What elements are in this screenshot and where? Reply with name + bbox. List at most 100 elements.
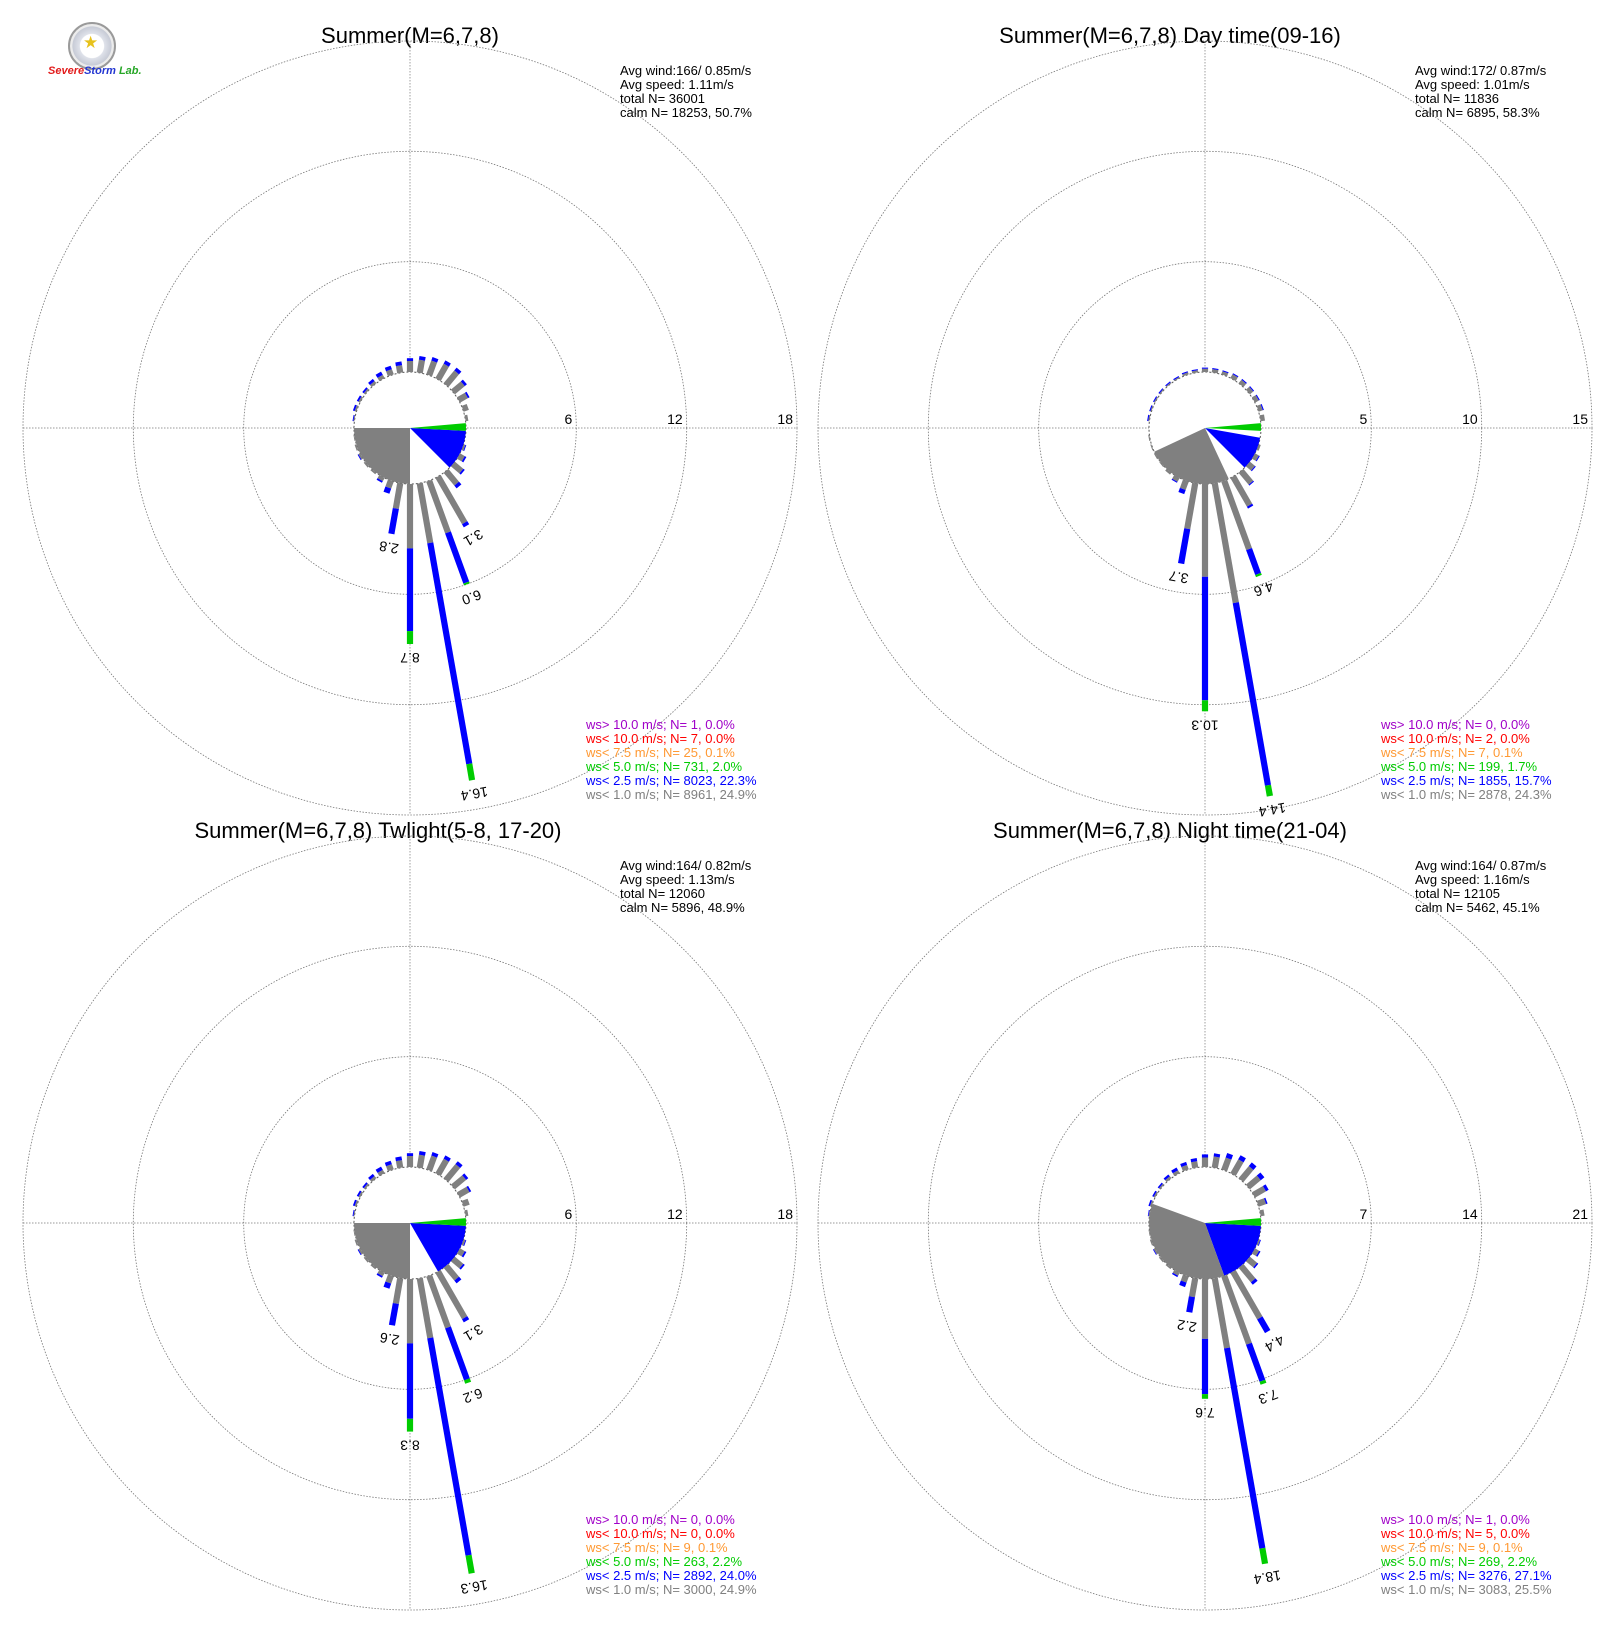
bar-gray-segment	[1159, 388, 1165, 395]
legend-entry: ws> 10.0 m/s; N= 1, 0.0%	[585, 717, 735, 732]
stats-line: total N= 11836	[1415, 91, 1499, 106]
bar-value-label: 2.2	[1176, 1316, 1198, 1335]
bar-green-segment	[466, 763, 476, 781]
bar-value-label: 10.3	[1191, 717, 1218, 733]
bar-blue-segment	[1171, 478, 1178, 483]
bar-green-segment	[1201, 1394, 1209, 1399]
bar-gray-segment	[1256, 1198, 1267, 1207]
bar-green-segment	[1264, 784, 1273, 797]
calm-wedge	[1205, 423, 1261, 431]
bar-gray-segment	[406, 1156, 414, 1167]
ring-tick-label: 14	[1462, 1206, 1478, 1222]
bar-blue-segment	[1264, 1197, 1268, 1205]
bar-value-label: 3.7	[1168, 568, 1190, 587]
bar-blue-segment	[1253, 1262, 1259, 1269]
bar-gray-segment	[456, 1248, 465, 1257]
bar-gray-segment	[1230, 474, 1253, 507]
bar-gray-segment	[406, 1279, 414, 1344]
bar-gray-segment	[456, 453, 465, 462]
bar-blue-segment	[1153, 396, 1158, 403]
bar-gray-segment	[1172, 1170, 1180, 1177]
bar-gray-segment	[1211, 1277, 1231, 1349]
bar-gray-segment	[416, 482, 434, 544]
bar-gray-segment	[1251, 453, 1259, 461]
bar-gray-segment	[1230, 1269, 1263, 1320]
panel-title: Summer(M=6,7,8)	[321, 23, 499, 48]
legend-entry: ws< 10.0 m/s; N= 5, 0.0%	[1380, 1526, 1530, 1541]
bar-gray-segment	[370, 468, 377, 475]
bar-blue-segment	[443, 1155, 451, 1162]
bar-gray-segment	[358, 396, 364, 403]
bar-blue-segment	[1241, 378, 1247, 384]
bar-blue-segment	[1255, 455, 1260, 462]
bar-blue-segment	[1224, 1347, 1266, 1549]
legend-entry: ws< 2.5 m/s; N= 8023, 22.3%	[585, 773, 757, 788]
bar-gray-segment	[1230, 374, 1238, 382]
bar-blue-segment	[383, 1281, 392, 1289]
calm-sector	[410, 428, 466, 468]
bar-blue-segment	[1186, 1296, 1195, 1313]
bar-gray-segment	[1245, 1175, 1261, 1190]
range-ring	[927, 945, 1483, 1501]
bar-value-label: 8.3	[400, 1438, 420, 1454]
bar-gray-segment	[354, 405, 359, 412]
stats-line: total N= 36001	[620, 91, 705, 106]
bar-value-label: 18.4	[1252, 1567, 1282, 1588]
range-ring	[132, 945, 688, 1501]
bar-blue-segment	[362, 1182, 368, 1189]
bar-value-label: 2.6	[378, 1329, 400, 1348]
bar-blue-segment	[357, 1249, 362, 1256]
ring-tick-label: 5	[1360, 411, 1368, 427]
range-ring	[22, 40, 798, 816]
bar-blue-segment	[455, 1161, 463, 1168]
bar-gray-segment	[1165, 468, 1172, 475]
bar-gray-segment	[1221, 1274, 1252, 1345]
bar-blue-segment	[368, 378, 375, 385]
legend-entry: ws< 1.0 m/s; N= 8961, 24.9%	[585, 787, 757, 802]
bar-blue-segment	[1225, 1153, 1233, 1160]
legend-entry: ws< 7.5 m/s; N= 7, 0.1%	[1380, 745, 1523, 760]
bar-blue-segment	[461, 1251, 467, 1258]
bar-blue-segment	[464, 391, 470, 399]
bar-gray-segment	[1211, 1156, 1220, 1169]
bar-blue-segment	[454, 481, 462, 489]
bar-gray-segment	[1245, 461, 1255, 471]
bar-blue-segment	[462, 521, 470, 528]
wind-rose-panel-3: Summer(M=6,7,8) Twlight(5-8, 17-20) 6 12 18…	[22, 818, 798, 1611]
bar-blue-segment	[1157, 1182, 1163, 1189]
bar-gray-segment	[1221, 1157, 1232, 1172]
legend-entry: ws< 5.0 m/s; N= 199, 1.7%	[1380, 759, 1538, 774]
legend-entry: ws< 1.0 m/s; N= 3083, 25.5%	[1380, 1582, 1552, 1597]
bar-blue-segment	[376, 478, 383, 483]
bar-blue-segment	[445, 531, 470, 584]
bar-blue-segment	[362, 387, 368, 394]
panel-title: Summer(M=6,7,8) Night time(21-04)	[993, 818, 1347, 843]
bar-blue-segment	[454, 367, 462, 375]
bar-gray-segment	[450, 1175, 467, 1190]
bar-gray-segment	[395, 1160, 404, 1169]
bar-blue-segment	[1248, 480, 1254, 486]
bar-gray-segment	[1238, 379, 1247, 388]
bar-gray-segment	[1238, 1166, 1254, 1183]
bar-gray-segment	[426, 360, 438, 377]
bar-gray-segment	[456, 1186, 470, 1198]
range-ring	[22, 835, 798, 1611]
bar-gray-segment	[1158, 1183, 1165, 1190]
stats-line: Avg speed: 1.13m/s	[620, 872, 735, 887]
bar-gray-segment	[353, 415, 356, 422]
university-seal-icon: ★	[68, 22, 116, 70]
panel-title: Summer(M=6,7,8) Day time(09-16)	[999, 23, 1341, 48]
bar-blue-segment	[1258, 1239, 1261, 1246]
bar-blue-segment	[1255, 394, 1260, 401]
bar-gray-segment	[363, 1183, 370, 1190]
bar-gray-segment	[1148, 1229, 1151, 1236]
bar-gray-segment	[443, 1263, 459, 1281]
bar-blue-segment	[1148, 1199, 1152, 1207]
bar-blue-segment	[1238, 1155, 1246, 1163]
bar-gray-segment	[1259, 414, 1265, 422]
logo-word-lab: Lab.	[118, 65, 142, 77]
bar-gray-segment	[377, 374, 385, 382]
stats-line: Avg speed: 1.01m/s	[1415, 77, 1530, 92]
bar-gray-segment	[1180, 1274, 1189, 1283]
bar-value-label: 8.7	[400, 650, 420, 666]
